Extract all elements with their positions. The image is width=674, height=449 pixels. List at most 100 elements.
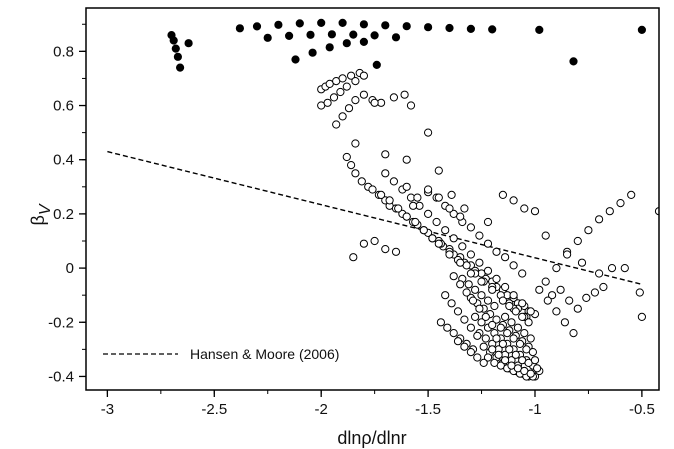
open-data-point	[479, 358, 488, 367]
filled-data-point	[171, 44, 180, 53]
open-data-point	[507, 318, 516, 327]
filled-data-point	[325, 43, 334, 52]
open-data-point	[453, 337, 463, 346]
open-data-point	[342, 82, 351, 91]
filled-data-point	[285, 31, 294, 41]
open-data-point	[552, 307, 561, 316]
open-data-point	[389, 177, 398, 186]
hansen-moore-dashed-line	[107, 150, 643, 286]
filled-data-point	[295, 19, 304, 28]
filled-data-point	[535, 25, 544, 34]
x-tick-label: -1	[528, 401, 541, 418]
open-data-point	[635, 288, 644, 297]
open-data-point	[479, 342, 488, 351]
open-data-point	[458, 242, 467, 251]
open-data-point	[351, 169, 360, 178]
filled-data-point	[263, 33, 272, 42]
open-data-point	[528, 348, 538, 357]
open-data-point	[560, 318, 570, 327]
filled-data-point	[308, 48, 317, 57]
open-data-point	[520, 329, 529, 338]
filled-data-point	[184, 39, 193, 48]
open-data-point	[505, 301, 514, 311]
open-data-point	[595, 215, 604, 224]
open-data-point	[424, 209, 433, 218]
filled-data-point	[291, 55, 300, 64]
open-data-point	[498, 339, 507, 348]
filled-data-point	[424, 23, 433, 32]
filled-data-point	[327, 30, 336, 39]
open-data-point	[466, 223, 475, 232]
open-data-point	[434, 193, 443, 202]
open-data-point	[573, 304, 582, 313]
filled-data-point	[306, 30, 315, 39]
open-data-point	[563, 250, 572, 259]
open-data-point	[590, 288, 600, 297]
filled-data-point	[173, 52, 182, 61]
open-data-point	[505, 345, 514, 354]
filled-data-point	[445, 23, 454, 33]
open-data-point	[584, 226, 593, 235]
open-data-point	[400, 90, 409, 99]
open-data-point	[530, 207, 540, 216]
filled-data-point	[342, 39, 351, 48]
filled-data-point	[169, 36, 178, 45]
open-data-point	[518, 299, 527, 308]
open-data-point	[351, 77, 360, 86]
y-axis-ticks: -0.4 -0.2 0 0.2 0.4 0.6 0.8	[48, 23, 86, 385]
y-tick-label: 0.6	[53, 98, 74, 115]
open-data-point	[402, 155, 411, 164]
open-data-point	[577, 258, 587, 267]
x-tick-label: -2.5	[201, 401, 227, 418]
open-data-point	[535, 285, 544, 294]
open-data-point	[501, 356, 510, 365]
open-data-point	[595, 269, 604, 278]
filled-data-point	[466, 24, 475, 33]
open-data-point	[413, 193, 422, 202]
open-data-point	[541, 277, 550, 286]
open-data-point	[381, 169, 390, 178]
open-data-point	[483, 353, 493, 362]
open-data-point	[565, 296, 574, 305]
y-axis-label: βV	[28, 203, 54, 225]
filled-data-point	[359, 37, 368, 47]
open-data-point	[402, 212, 411, 221]
open-data-point	[569, 329, 578, 338]
open-data-point	[477, 277, 486, 286]
y-tick-label: -0.2	[48, 314, 74, 331]
open-data-point	[498, 296, 507, 305]
open-data-point	[513, 323, 523, 332]
open-data-point	[490, 301, 499, 311]
open-data-point	[445, 250, 454, 259]
open-data-point	[344, 104, 354, 113]
open-data-point	[481, 312, 490, 321]
open-data-point	[471, 312, 480, 321]
open-data-point	[483, 217, 493, 227]
open-data-point	[359, 71, 368, 80]
filled-data-point	[235, 24, 244, 33]
open-data-point	[501, 282, 510, 292]
y-tick-label: 0.4	[53, 152, 74, 169]
filled-data-point	[488, 25, 497, 34]
open-data-point	[509, 334, 518, 343]
open-data-point	[471, 285, 480, 294]
open-data-point	[475, 304, 484, 313]
open-data-point	[518, 269, 527, 278]
filled-data-point	[381, 21, 390, 30]
open-data-point	[509, 291, 518, 300]
open-data-point	[370, 98, 379, 107]
open-data-point	[466, 250, 475, 259]
filled-data-point	[637, 25, 647, 34]
open-data-point	[449, 329, 458, 338]
open-data-point	[359, 239, 368, 248]
open-data-point	[347, 161, 356, 170]
open-data-point	[338, 74, 347, 83]
plot-frame	[85, 7, 660, 391]
open-data-point	[526, 307, 535, 316]
open-data-point	[443, 323, 452, 332]
open-data-point	[332, 120, 341, 129]
filled-data-point	[317, 18, 326, 27]
open-data-point	[434, 166, 443, 175]
